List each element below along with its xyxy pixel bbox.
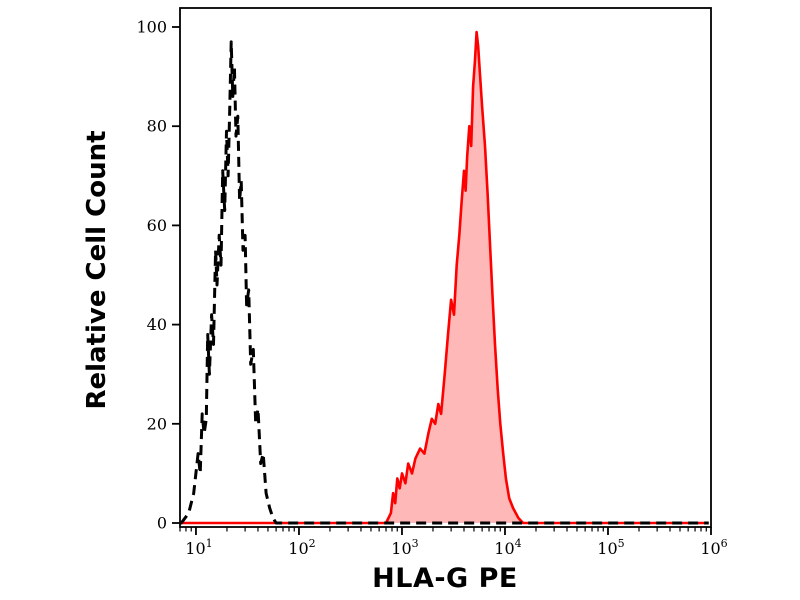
x-tick-label: 106 <box>700 537 727 558</box>
plot-frame <box>179 7 712 528</box>
x-tick-label: 103 <box>391 537 418 558</box>
y-tick-label: 0 <box>157 514 167 533</box>
dashed-black-histogram-curve <box>179 40 709 525</box>
red-filled-histogram-curve <box>180 30 709 525</box>
x-tick-label: 101 <box>185 537 212 558</box>
x-tick-label: 104 <box>494 537 521 558</box>
y-tick-label: 60 <box>147 216 167 235</box>
y-tick-label: 40 <box>147 315 167 334</box>
x-axis-title: HLA-G PE <box>372 563 518 594</box>
y-tick-label: 100 <box>136 18 167 37</box>
x-tick-label: 105 <box>597 537 624 558</box>
y-axis-title: Relative Cell Count <box>82 130 112 410</box>
y-tick-label: 20 <box>147 414 167 433</box>
y-tick-label: 80 <box>147 117 167 136</box>
red-filled-histogram-fill <box>180 32 709 523</box>
x-tick-label: 102 <box>288 537 315 558</box>
